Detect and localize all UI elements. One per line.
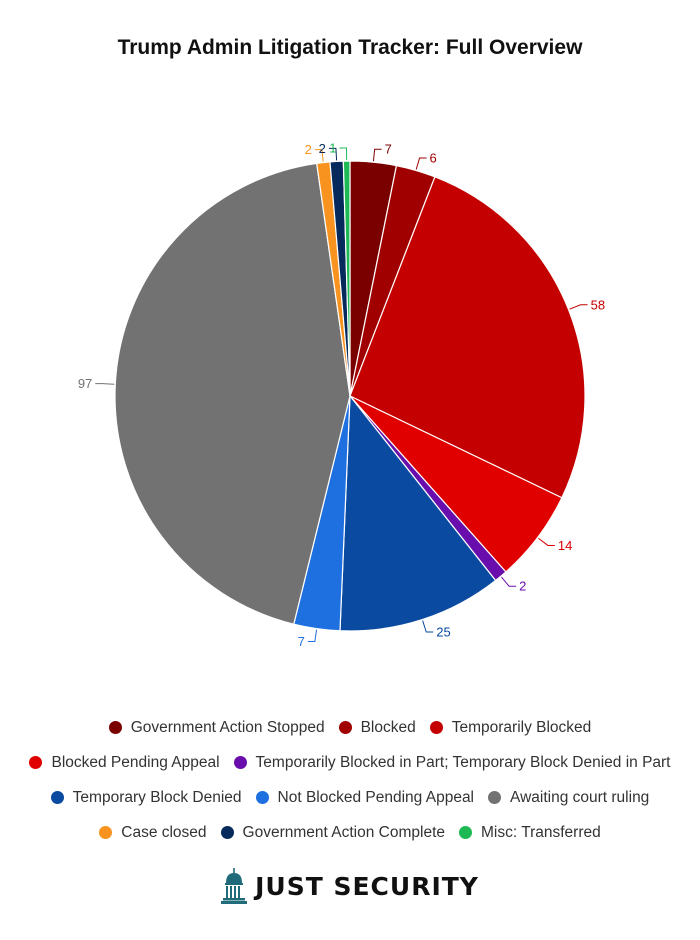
leader-line-case-closed [314,149,324,162]
pie-slice-temporary-block-denied [339,394,497,632]
leader-line-misc-transferred [339,147,348,161]
legend-label: Awaiting court ruling [510,788,650,806]
legend-label: Temporary Block Denied [72,788,242,806]
data-label-government-action-stopped: 7 [385,142,392,157]
data-label-government-action-complete: 2 [319,141,326,156]
legend-item-temporarily-blocked-in-part-temporary-block-denied-in-part[interactable]: Temporarily Blocked in Part; Temporary B… [233,753,671,772]
legend-dot [50,791,64,804]
brand-name: JUST SECURITY [255,871,479,901]
pie-slice-misc-transferred [342,160,351,397]
pie-leader-lines [95,147,588,642]
legend: Government Action Stopped Blocked Temporar… [0,710,700,850]
legend-row: Temporary Block Denied Not Blocked Pendin… [0,780,700,815]
legend-label: Blocked Pending Appeal [51,753,220,771]
legend-dot [429,721,443,734]
legend-dot [29,756,43,769]
legend-item-misc-transferred[interactable]: Misc: Transferred [459,824,601,842]
legend-item-government-action-stopped[interactable]: Government Action Stopped [108,718,325,737]
leader-line-temporarily-blocked-in-part-temporary-block-denied-in-part [501,576,517,587]
legend-item-not-blocked-pending-appeal[interactable]: Not Blocked Pending Appeal [255,788,475,807]
legend-item-temporary-block-denied[interactable]: Temporary Block Denied [50,788,242,807]
legend-row: Case closed Government Action Complete Mis… [0,815,700,850]
data-label-temporarily-blocked: 58 [591,297,605,312]
data-label-case-closed: 2 [305,142,312,157]
legend-dot [255,791,269,804]
legend-label: Government Action Stopped [130,718,325,736]
leader-line-not-blocked-pending-appeal [307,629,318,642]
data-label-not-blocked-pending-appeal: 7 [298,634,305,649]
legend-row: Government Action Stopped Blocked Temporar… [0,710,700,745]
leader-line-awaiting-court-ruling [95,383,115,385]
legend-dot [220,826,234,839]
legend-label: Government Action Complete [242,823,446,841]
legend-dot [233,756,247,769]
legend-dot [488,791,502,804]
leader-line-temporary-block-denied [422,620,434,633]
legend-label: Temporarily Blocked in Part; Temporary B… [255,753,671,771]
pie-slice-awaiting-court-ruling [114,162,351,625]
data-label-blocked: 6 [430,150,437,165]
legend-label: Not Blocked Pending Appeal [277,788,475,806]
leader-line-government-action-stopped [372,148,382,162]
leader-line-blocked-pending-appeal [538,537,555,546]
leader-line-blocked [415,157,427,170]
legend-item-blocked[interactable]: Blocked [338,718,416,737]
leader-line-government-action-complete [328,147,338,161]
legend-dot [459,826,473,839]
legend-row: Blocked Pending Appeal Temporarily Blocke… [0,745,700,780]
legend-label: Blocked [360,718,416,736]
data-label-awaiting-court-ruling: 97 [78,376,92,391]
legend-dot [108,721,122,734]
legend-dot [99,826,113,839]
legend-item-awaiting-court-ruling[interactable]: Awaiting court ruling [488,789,649,807]
legend-label: Temporarily Blocked [451,718,592,736]
legend-dot [338,721,352,734]
capitol-dome-icon [221,868,248,904]
data-label-blocked-pending-appeal: 14 [558,538,572,553]
pie-slice-temporarily-blocked [349,176,586,499]
pie-slices [114,160,586,632]
leader-line-temporarily-blocked [569,304,588,310]
data-label-temporarily-blocked-in-part-temporary-block-denied-in-part: 2 [519,579,526,594]
legend-label: Case closed [121,823,207,841]
brand-logo: JUST SECURITY [0,868,700,904]
legend-item-blocked-pending-appeal[interactable]: Blocked Pending Appeal [29,753,220,772]
data-label-misc-transferred: 1 [329,141,336,156]
legend-item-government-action-complete[interactable]: Government Action Complete [220,823,446,842]
legend-item-case-closed[interactable]: Case closed [99,823,207,842]
data-label-temporary-block-denied: 25 [436,624,450,639]
chart-title: Trump Admin Litigation Tracker: Full Ove… [117,36,583,59]
legend-item-temporarily-blocked[interactable]: Temporarily Blocked [429,718,592,737]
legend-label: Misc: Transferred [481,823,601,841]
